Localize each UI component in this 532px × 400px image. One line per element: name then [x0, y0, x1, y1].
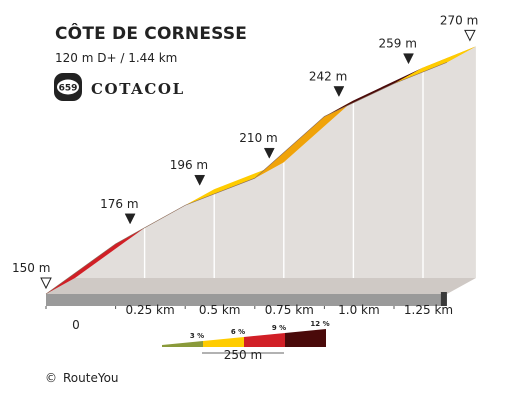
- distance-tick-label: 0: [72, 318, 80, 332]
- elevation-marker-icon: [464, 29, 476, 42]
- legend-swatch: [244, 333, 285, 347]
- legend-label: 3 %: [190, 332, 204, 340]
- profile-side-wall: [75, 46, 476, 279]
- profile-side: [46, 46, 476, 306]
- legend-scale-label: 250 m: [224, 348, 262, 362]
- distance-tick-label: 0.25 km: [126, 303, 175, 317]
- profile-segment: [185, 162, 284, 206]
- profile-segment: [324, 67, 423, 117]
- elevation-label: 150 m: [12, 261, 50, 275]
- elevation-label: 210 m: [239, 131, 277, 145]
- distance-tick-label: 1.25 km: [404, 303, 453, 317]
- distance-tick-label: 1.0 km: [338, 303, 380, 317]
- copyright-text: RouteYou: [63, 371, 119, 385]
- profile-segment: [394, 46, 476, 84]
- copyright: © RouteYou: [45, 371, 119, 385]
- legend-swatch: [285, 329, 326, 347]
- profile-base-end: [440, 292, 447, 306]
- legend-swatch: [203, 337, 244, 347]
- profile-floor: [46, 278, 476, 294]
- copyright-symbol: ©: [45, 371, 57, 385]
- profile-segment: [46, 227, 145, 294]
- elevation-label: 259 m: [379, 37, 417, 51]
- legend-label: 6 %: [231, 328, 245, 336]
- elevation-marker-icon: [194, 174, 206, 186]
- elevation-marker-icon: [403, 53, 414, 65]
- legend-swatch: [162, 341, 203, 347]
- profile-top-surface: [45, 46, 476, 295]
- brand-name: COTACOL: [91, 80, 185, 98]
- distance-axis: 0 0.25 km 0.5 km 0.75 km 1.0 km 1.25 km: [45, 303, 453, 332]
- distance-tick-label: 0.75 km: [265, 303, 314, 317]
- elevation-marker-icon: [40, 277, 52, 290]
- elevation-label: 176 m: [100, 197, 138, 211]
- elevation-label: 196 m: [170, 158, 208, 172]
- page-title: CÔTE DE CORNESSE: [55, 24, 248, 44]
- profile-front-edge: [45, 62, 448, 295]
- elevation-markers: 150 m 176 m 196 m 210 m 242 m 259 m 270 m: [12, 13, 478, 290]
- badge-number: 659: [59, 83, 78, 93]
- elevation-marker-icon: [124, 213, 136, 225]
- elevation-label: 270 m: [440, 13, 478, 27]
- elevation-marker-icon: [263, 147, 275, 159]
- profile-segment: [254, 100, 354, 179]
- cotacol-badge-icon: 659: [54, 73, 82, 101]
- elevation-label: 242 m: [309, 69, 347, 83]
- climb-stats: 120 m D+ / 1.44 km: [55, 51, 178, 65]
- profile-base-slab: [46, 294, 447, 306]
- gradient-legend: 3 % 6 % 9 % 12 % 250 m: [162, 320, 330, 362]
- legend-label: 9 %: [272, 324, 286, 332]
- elevation-marker-icon: [333, 86, 345, 97]
- distance-tick-label: 0.5 km: [199, 303, 241, 317]
- legend-label: 12 %: [310, 320, 329, 328]
